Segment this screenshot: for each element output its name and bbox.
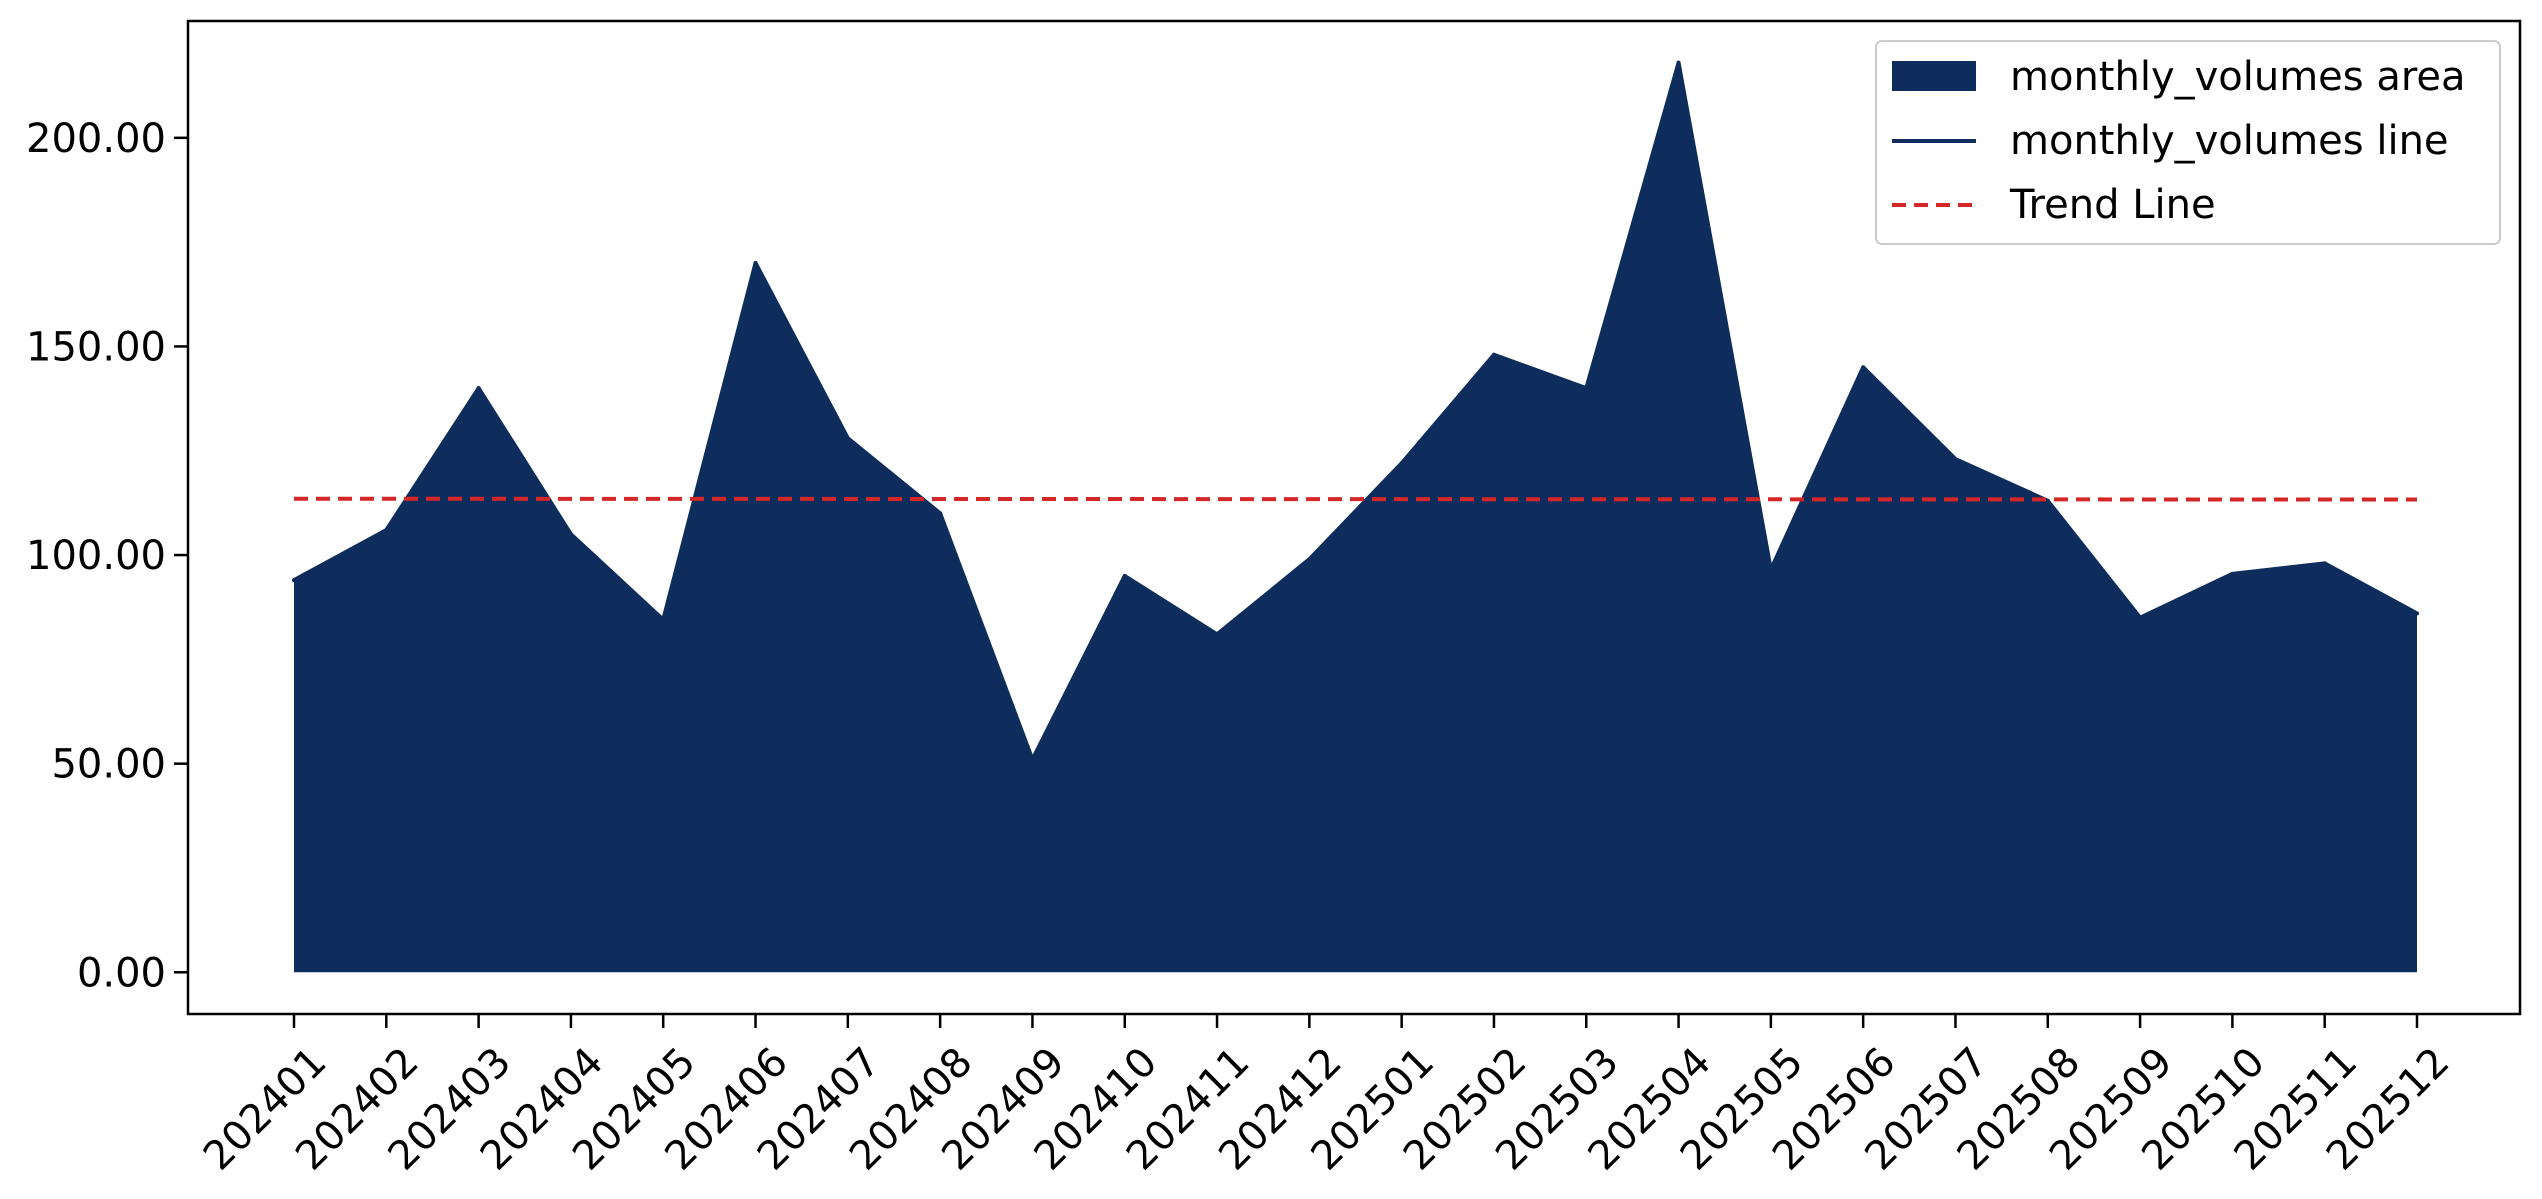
legend-label-trend: Trend Line	[2009, 182, 2216, 228]
data-point-202510	[2230, 571, 2235, 576]
trend-line	[293, 496, 2418, 502]
legend-label-line: monthly_volumes line	[2010, 118, 2449, 164]
plot-marks	[292, 60, 2419, 973]
data-point-202511	[2322, 561, 2327, 566]
y-tick-label: 50.00	[51, 742, 166, 788]
data-point-202508	[2045, 498, 2050, 503]
data-point-202506	[1861, 365, 1866, 370]
data-point-202401	[292, 578, 296, 583]
data-point-202502	[1491, 352, 1496, 357]
y-tick-label: 150.00	[26, 324, 166, 370]
data-point-202504	[1676, 60, 1681, 65]
legend: monthly_volumes area monthly_volumes lin…	[1875, 40, 2501, 245]
data-point-202408	[938, 511, 943, 516]
data-point-202406	[753, 260, 758, 265]
data-point-202402	[384, 528, 389, 533]
data-point-202503	[1584, 386, 1589, 391]
y-axis: 0.00 50.00 100.00 150.00 200.00	[26, 116, 188, 996]
y-tick-label: 100.00	[26, 533, 166, 579]
y-tick-label: 200.00	[26, 116, 166, 162]
data-point-202505	[1768, 567, 1773, 572]
data-point-202409	[1030, 757, 1035, 762]
y-tick-label: 0.00	[77, 950, 166, 996]
data-point-202412	[1307, 557, 1312, 562]
area-fill-monthly-volumes	[294, 62, 2417, 973]
data-point-202410	[1122, 573, 1127, 578]
data-point-202407	[845, 436, 850, 441]
data-point-202405	[661, 617, 666, 622]
series-line-monthly-volumes	[293, 60, 2418, 762]
data-point-202403	[476, 386, 481, 391]
legend-label-area: monthly_volumes area	[2010, 54, 2466, 100]
legend-swatch-area	[1892, 61, 1976, 91]
legend-box	[1875, 40, 2501, 245]
data-point-202404	[568, 532, 573, 537]
plot-frame	[186, 19, 2522, 1016]
data-point-202507	[1953, 457, 1958, 462]
data-point-202411	[1215, 632, 1220, 637]
data-point-202501	[1399, 461, 1404, 466]
data-point-202512	[2415, 611, 2419, 616]
data-point-202509	[2138, 615, 2143, 620]
